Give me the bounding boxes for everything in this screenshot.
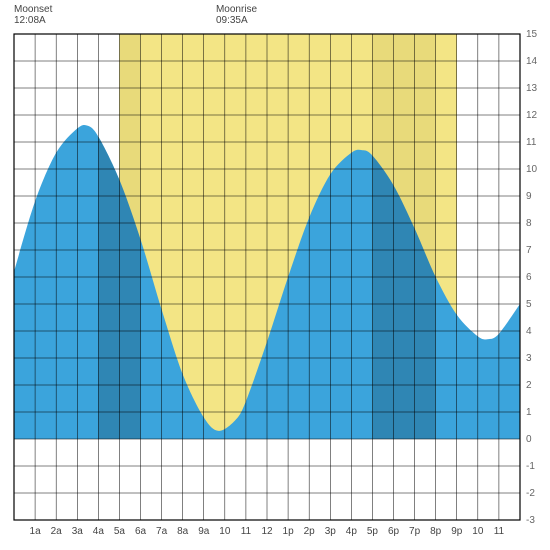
svg-text:6: 6	[526, 272, 532, 283]
svg-text:11: 11	[241, 526, 252, 537]
svg-text:12: 12	[526, 110, 538, 121]
svg-text:9p: 9p	[451, 526, 463, 537]
svg-text:5: 5	[526, 299, 532, 310]
svg-text:5a: 5a	[114, 526, 126, 537]
svg-text:3p: 3p	[325, 526, 337, 537]
svg-text:1p: 1p	[283, 526, 295, 537]
svg-text:9a: 9a	[198, 526, 210, 537]
svg-text:11: 11	[494, 526, 505, 537]
svg-text:6a: 6a	[135, 526, 147, 537]
svg-text:4a: 4a	[93, 526, 105, 537]
moonrise-label: Moonrise 09:35A	[216, 4, 257, 26]
svg-text:4: 4	[526, 326, 532, 337]
svg-text:10: 10	[526, 164, 538, 175]
svg-text:10: 10	[472, 526, 484, 537]
moonset-title: Moonset	[14, 4, 52, 15]
svg-text:8p: 8p	[430, 526, 442, 537]
svg-text:8a: 8a	[177, 526, 189, 537]
svg-text:13: 13	[526, 83, 538, 94]
svg-text:-3: -3	[526, 515, 535, 526]
svg-text:-2: -2	[526, 488, 535, 499]
svg-text:6p: 6p	[388, 526, 400, 537]
tide-chart: Moonset 12:08A Moonrise 09:35A -3-2-1012…	[0, 0, 550, 550]
svg-text:3a: 3a	[72, 526, 84, 537]
svg-text:7a: 7a	[156, 526, 168, 537]
svg-text:10: 10	[219, 526, 231, 537]
svg-text:2a: 2a	[51, 526, 63, 537]
svg-text:1: 1	[526, 407, 532, 418]
svg-text:7: 7	[526, 245, 532, 256]
svg-text:0: 0	[526, 434, 532, 445]
svg-text:5p: 5p	[367, 526, 379, 537]
moonrise-time: 09:35A	[216, 15, 257, 26]
svg-text:7p: 7p	[409, 526, 421, 537]
moonset-time: 12:08A	[14, 15, 52, 26]
chart-svg: -3-2-101234567891011121314151a2a3a4a5a6a…	[0, 0, 550, 550]
svg-text:12: 12	[261, 526, 273, 537]
svg-text:3: 3	[526, 353, 532, 364]
svg-text:2p: 2p	[304, 526, 316, 537]
svg-text:14: 14	[526, 56, 538, 67]
svg-text:4p: 4p	[346, 526, 358, 537]
svg-text:15: 15	[526, 29, 538, 40]
moonset-label: Moonset 12:08A	[14, 4, 52, 26]
svg-text:9: 9	[526, 191, 532, 202]
svg-text:-1: -1	[526, 461, 535, 472]
moonrise-title: Moonrise	[216, 4, 257, 15]
svg-text:8: 8	[526, 218, 532, 229]
svg-text:1a: 1a	[30, 526, 42, 537]
svg-text:11: 11	[526, 137, 537, 148]
svg-text:2: 2	[526, 380, 532, 391]
